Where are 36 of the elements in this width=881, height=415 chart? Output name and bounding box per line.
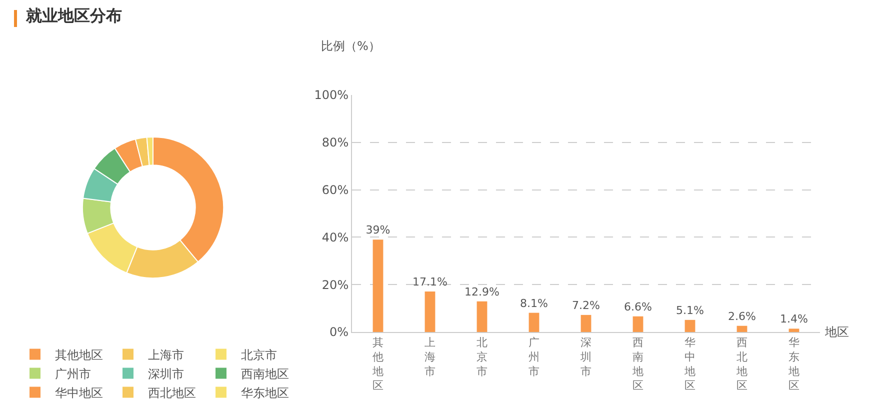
y-tick-label: 0%: [330, 325, 349, 340]
x-axis-title: 地区: [824, 325, 849, 339]
data-label: 39%: [366, 224, 390, 237]
data-label: 1.4%: [780, 312, 808, 326]
bar: [372, 240, 384, 332]
bar: [684, 320, 696, 332]
x-tick-label: 深圳市: [580, 336, 592, 378]
data-label: 6.6%: [624, 300, 652, 314]
y-tick-label: 100%: [314, 88, 349, 102]
bar: [580, 314, 592, 332]
chart-title: 就业地区分布: [26, 6, 122, 27]
bar: [476, 301, 488, 332]
bar: [528, 312, 540, 332]
bar: [424, 291, 436, 332]
x-tick-label: 其他地区: [372, 336, 384, 392]
bar: [736, 326, 748, 332]
data-label: 12.9%: [464, 285, 500, 298]
x-tick-label: 北京市: [476, 336, 488, 378]
x-tick-label: 上海市: [424, 336, 436, 378]
y-tick-label: 40%: [322, 230, 349, 244]
data-label: 5.1%: [676, 304, 704, 317]
x-tick-label: 华东地区: [788, 336, 800, 392]
y-axis-title: 比例（%）: [321, 39, 380, 53]
data-label: 8.1%: [520, 296, 548, 310]
y-tick-label: 20%: [322, 278, 349, 292]
x-tick-label: 华中地区: [684, 336, 696, 392]
data-label: 17.1%: [412, 275, 448, 288]
bar: [632, 316, 644, 332]
y-tick-label: 80%: [322, 136, 349, 150]
data-label: 2.6%: [728, 310, 756, 323]
x-tick-label: 广州市: [528, 336, 540, 378]
bar: [788, 328, 800, 332]
x-tick-label: 西南地区: [632, 336, 644, 392]
x-tick-label: 西北地区: [736, 336, 748, 392]
data-label: 7.2%: [572, 298, 600, 312]
y-tick-label: 60%: [322, 183, 349, 197]
